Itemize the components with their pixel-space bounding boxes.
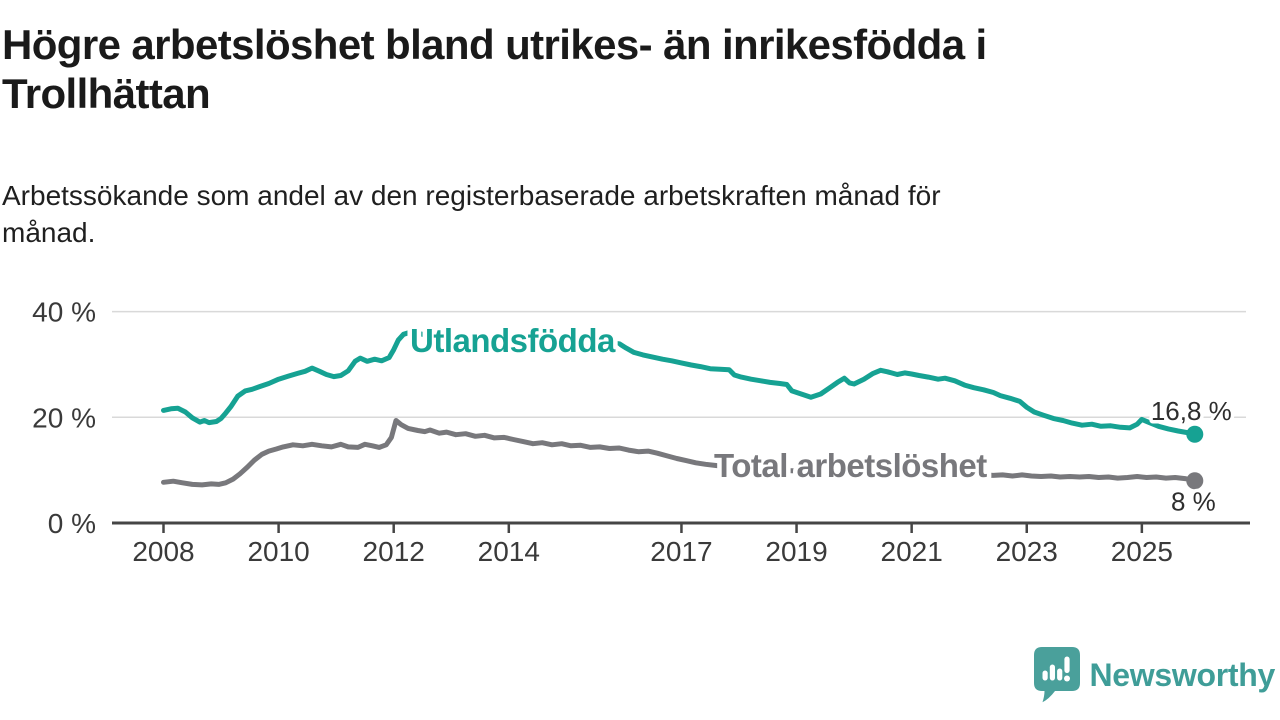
newsworthy-logo[interactable]: Newsworthy <box>1033 647 1276 703</box>
newsworthy-wordmark: Newsworthy <box>1089 656 1276 693</box>
series-end-value-label: 16,8 % <box>1151 396 1232 426</box>
x-tick-label: 2019 <box>765 536 827 567</box>
series-end-dot <box>1186 472 1204 490</box>
series-end-value-label: 8 % <box>1171 487 1216 517</box>
series-labels: Utlandsfödda Total arbetslöshet <box>406 318 993 489</box>
series-line-total <box>161 418 1198 488</box>
chart-subtitle: Arbetssökande som andel av den registerb… <box>2 177 941 251</box>
x-tick-label: 2017 <box>650 536 712 567</box>
series-end-dot <box>1186 425 1204 443</box>
x-tick-label: 2023 <box>996 536 1058 567</box>
bar-chart-glyph <box>1042 656 1070 682</box>
subtitle-line-1: Arbetssökande som andel av den registerb… <box>2 180 941 211</box>
y-tick-label: 0 % <box>48 508 96 539</box>
x-tick-label: 2021 <box>881 536 943 567</box>
series-lines <box>161 329 1198 488</box>
x-tick-label: 2012 <box>363 536 425 567</box>
y-axis-labels: 0 % 20 % 40 % <box>32 297 96 539</box>
newsworthy-logo-icon <box>1033 647 1080 703</box>
series-end-dots <box>1186 425 1204 490</box>
series-line-utlandsfodda <box>161 329 1198 437</box>
x-tick-label: 2014 <box>478 536 540 567</box>
x-axis <box>112 521 1250 533</box>
y-tick-label: 40 % <box>32 297 96 328</box>
x-axis-labels: 2008 2010 2012 2014 2017 2019 2021 2023 2025 <box>132 536 1173 567</box>
y-tick-label: 20 % <box>32 402 96 433</box>
x-tick-label: 2010 <box>247 536 309 567</box>
title-line-2: Trollhättan <box>2 70 211 117</box>
subtitle-line-2: månad. <box>2 217 96 248</box>
series-end-value-labels: 16,8 % 8 % <box>1147 393 1235 521</box>
x-tick-label: 2008 <box>132 536 194 567</box>
series-label: Total arbetslöshet <box>714 447 987 484</box>
x-tick-label: 2025 <box>1111 536 1173 567</box>
series-label: Utlandsfödda <box>410 322 616 359</box>
page-title: Högre arbetslöshet bland utrikes- än inr… <box>2 20 987 118</box>
title-line-1: Högre arbetslöshet bland utrikes- än inr… <box>2 21 987 68</box>
